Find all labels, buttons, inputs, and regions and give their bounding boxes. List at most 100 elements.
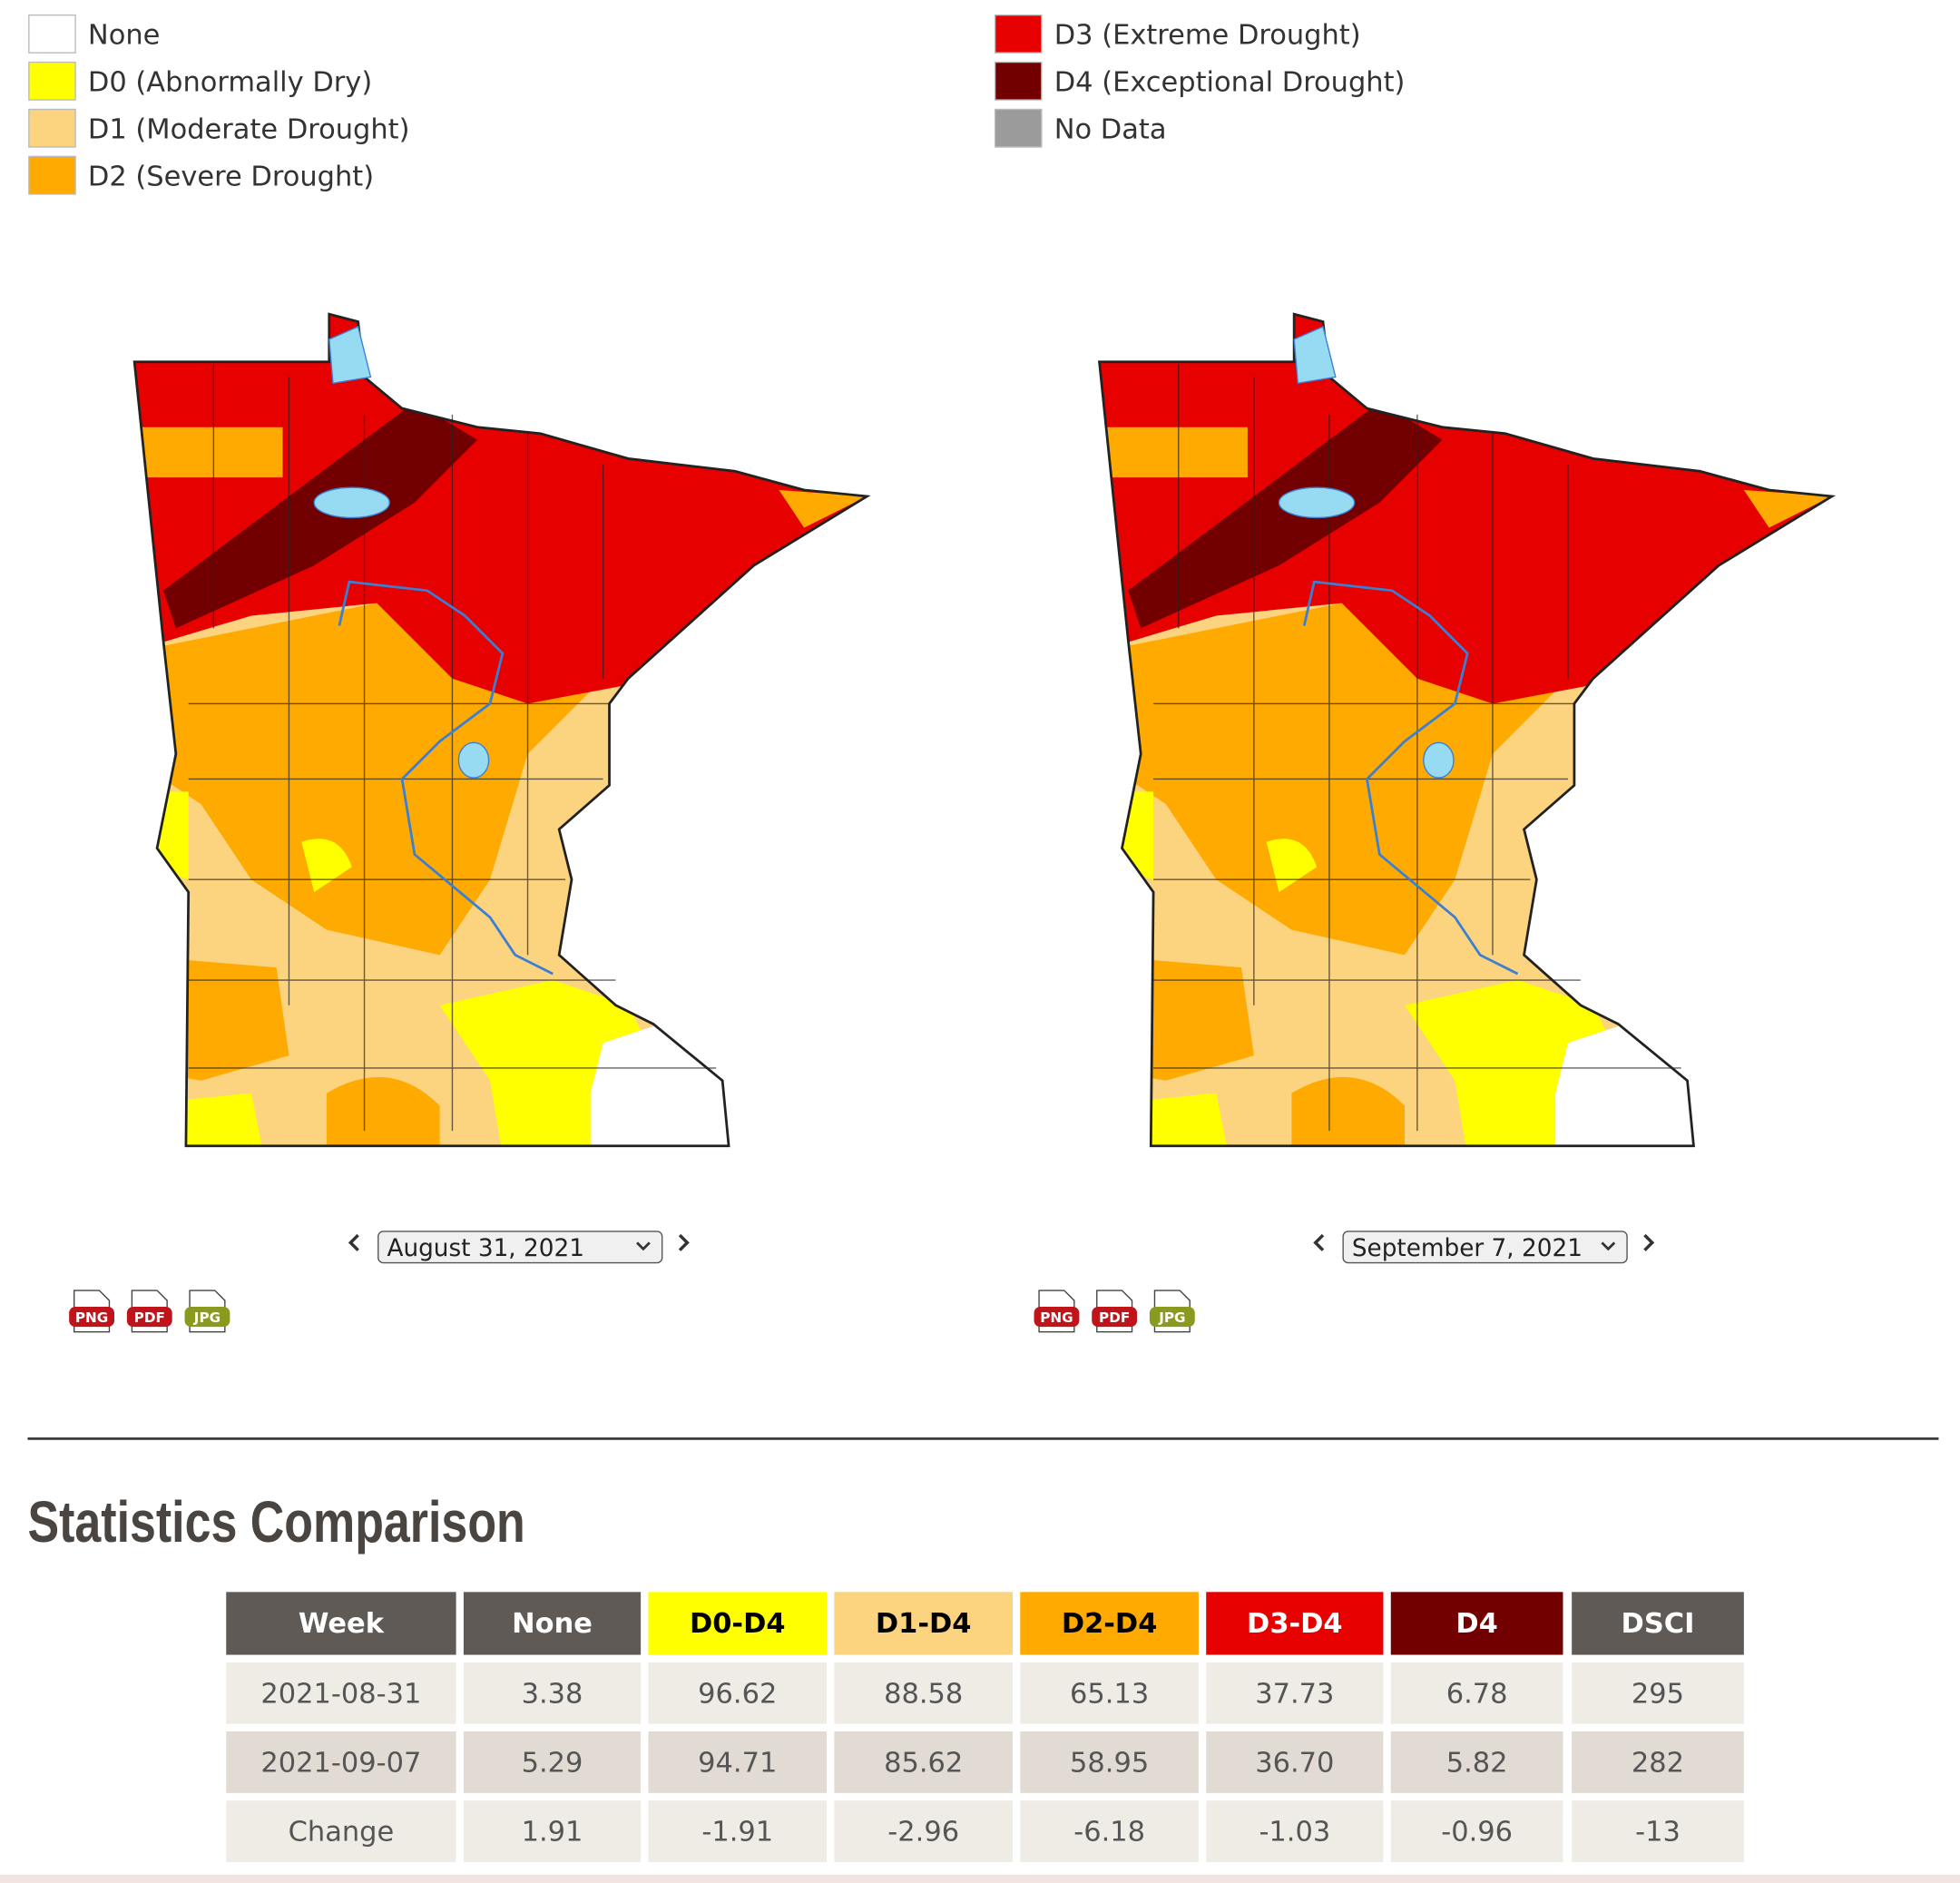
cell-value: 5.82 xyxy=(1446,1748,1508,1780)
header-label: Week xyxy=(299,1608,385,1640)
date-select-value: August 31, 2021 xyxy=(387,1235,583,1262)
select-caret xyxy=(1601,1241,1616,1251)
cell-value: -0.96 xyxy=(1441,1817,1513,1849)
cell-value: 36.70 xyxy=(1255,1748,1334,1780)
date-select[interactable] xyxy=(1342,1231,1628,1264)
download-icon[interactable]: PNG xyxy=(1034,1290,1080,1333)
legend-label: D2 (Severe Drought) xyxy=(88,161,374,192)
legend-label: D3 (Extreme Drought) xyxy=(1054,20,1361,52)
cell-value: 85.62 xyxy=(884,1748,963,1780)
table-cell xyxy=(226,1731,456,1793)
file-type: PDF xyxy=(1099,1309,1130,1326)
header-label: D4 xyxy=(1455,1608,1497,1640)
cell-value: 2021-08-31 xyxy=(260,1678,421,1710)
table-cell xyxy=(1020,1662,1199,1724)
legend-swatch xyxy=(994,14,1043,54)
legend-swatch xyxy=(28,155,76,195)
table-cell xyxy=(1390,1662,1563,1724)
file-badge xyxy=(1092,1307,1138,1328)
cell-value: 3.38 xyxy=(522,1678,583,1710)
file-type: JPG xyxy=(193,1309,220,1326)
header-cell xyxy=(1206,1592,1384,1655)
file-badge xyxy=(1149,1307,1195,1328)
cell-value: -1.03 xyxy=(1259,1817,1330,1849)
table-cell xyxy=(1572,1662,1744,1724)
header-cell xyxy=(834,1592,1013,1655)
header-label: D0-D4 xyxy=(690,1608,786,1640)
header-label: None xyxy=(512,1608,593,1640)
header-label: D3-D4 xyxy=(1247,1608,1343,1640)
file-badge xyxy=(126,1307,172,1328)
table-cell xyxy=(463,1800,642,1863)
file-type: PNG xyxy=(75,1309,108,1326)
header-cell xyxy=(648,1592,828,1655)
download-icon[interactable]: PDF xyxy=(126,1290,172,1333)
cell-value: 65.13 xyxy=(1070,1678,1149,1710)
table-cell xyxy=(1020,1731,1199,1793)
table-cell xyxy=(1020,1800,1199,1863)
table-cell xyxy=(463,1731,642,1793)
download-icon[interactable]: PDF xyxy=(1092,1290,1138,1333)
download-icon[interactable]: JPG xyxy=(184,1290,230,1333)
cell-value: -13 xyxy=(1635,1817,1681,1849)
table-cell xyxy=(1390,1731,1563,1793)
legend-swatch xyxy=(28,14,76,54)
legend-label: D0 (Abnormally Dry) xyxy=(88,67,372,99)
cell-value: 58.95 xyxy=(1070,1748,1149,1780)
legend-label: None xyxy=(88,20,160,52)
drought-map xyxy=(125,301,879,1156)
file-badge xyxy=(184,1307,230,1328)
cell-value: 295 xyxy=(1632,1678,1684,1710)
cell-value: 96.62 xyxy=(698,1678,777,1710)
legend-label: D1 (Moderate Drought) xyxy=(88,114,410,146)
footer-strip xyxy=(0,1874,1960,1883)
table-cell xyxy=(834,1662,1013,1724)
table-cell xyxy=(1572,1800,1744,1863)
header-cell xyxy=(463,1592,642,1655)
legend-swatch xyxy=(28,108,76,148)
download-icon[interactable]: JPG xyxy=(1149,1290,1195,1333)
file-type: PNG xyxy=(1040,1309,1073,1326)
header-cell xyxy=(1572,1592,1744,1655)
next-arrow[interactable] xyxy=(1643,1233,1655,1251)
file-type: JPG xyxy=(1158,1309,1185,1326)
table-cell xyxy=(834,1800,1013,1863)
legend-label: No Data xyxy=(1054,114,1167,146)
table-cell xyxy=(1390,1800,1563,1863)
cell-value: -2.96 xyxy=(887,1817,959,1849)
cell-value: Change xyxy=(289,1817,395,1849)
cell-value: -1.91 xyxy=(701,1817,773,1849)
prev-arrow[interactable] xyxy=(348,1233,359,1251)
next-arrow[interactable] xyxy=(678,1233,690,1251)
cell-value: 5.29 xyxy=(522,1748,583,1780)
file-badge xyxy=(1034,1307,1080,1328)
select-caret xyxy=(636,1241,651,1251)
table-cell xyxy=(226,1800,456,1863)
legend-swatch xyxy=(994,61,1043,101)
date-select-value: September 7, 2021 xyxy=(1352,1235,1583,1262)
cell-value: 1.91 xyxy=(522,1817,583,1849)
table-cell xyxy=(1206,1731,1384,1793)
legend-label: D4 (Exceptional Drought) xyxy=(1054,67,1406,99)
header-cell xyxy=(226,1592,456,1655)
statistics-table: Week None D0-D4 D1-D4 D2-D4 D3-D4 D4 DSCI 2021-0… xyxy=(226,1592,1744,1863)
download-icon[interactable]: PNG xyxy=(69,1290,114,1333)
file-badge xyxy=(69,1307,114,1328)
table-cell xyxy=(1206,1662,1384,1724)
header-cell xyxy=(1020,1592,1199,1655)
table-cell xyxy=(1572,1731,1744,1793)
header-label: D1-D4 xyxy=(876,1608,972,1640)
cell-value: 94.71 xyxy=(698,1748,777,1780)
cell-value: 2021-09-07 xyxy=(260,1748,421,1780)
table-cell xyxy=(648,1800,828,1863)
prev-arrow[interactable] xyxy=(1313,1233,1325,1251)
cell-value: 37.73 xyxy=(1255,1678,1334,1710)
legend: None D0 (Abnormally Dry) D1 (Moderate Drou… xyxy=(28,14,1406,195)
date-select[interactable] xyxy=(377,1231,663,1264)
header-label: DSCI xyxy=(1622,1608,1695,1640)
drought-map xyxy=(1091,301,1845,1156)
table-cell xyxy=(648,1731,828,1793)
cell-value: 6.78 xyxy=(1446,1678,1508,1710)
